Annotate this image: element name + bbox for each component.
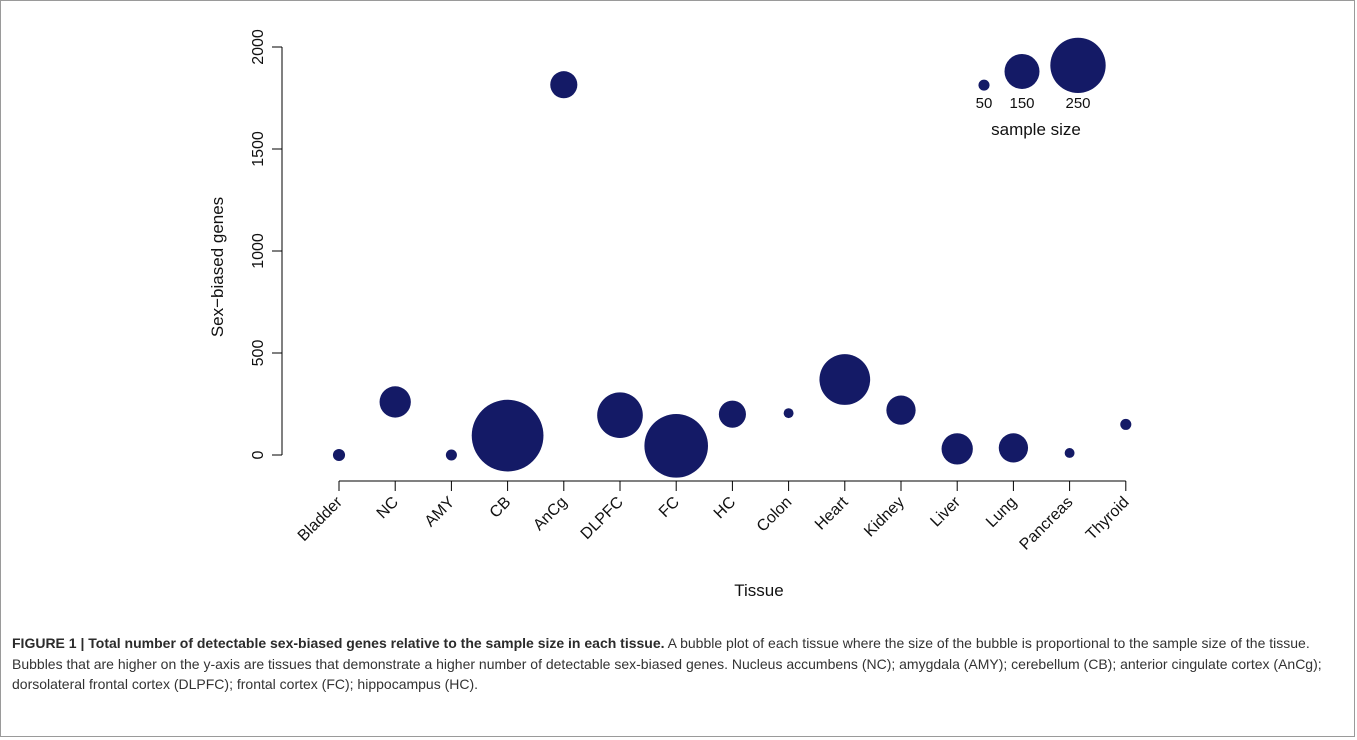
caption-body: A bubble plot of each tissue where the s… [12, 635, 1322, 692]
y-tick-label: 1000 [250, 233, 267, 269]
x-tick-label: FC [656, 494, 683, 521]
legend-size-label: 50 [976, 95, 993, 112]
y-tick-label: 1500 [250, 131, 267, 167]
y-tick-label: 2000 [250, 29, 267, 65]
bubble-colon [783, 408, 794, 419]
bubble-bladder [332, 448, 346, 462]
bubble-lung [998, 433, 1029, 463]
x-tick-label: HC [711, 494, 739, 522]
legend-size-label: 250 [1065, 95, 1090, 112]
figure-caption: FIGURE 1 | Total number of detectable se… [12, 633, 1342, 695]
x-axis-label: Tissue [734, 581, 783, 600]
legend: 50 150 250 sample size [976, 37, 1106, 139]
x-axis: Bladder NC AMY CB AnCg DLPFC FC HC Colon Heart Kid… [295, 480, 1133, 554]
x-tick-label: Bladder [295, 493, 346, 544]
legend-title: sample size [991, 120, 1081, 139]
x-tick-label: Heart [812, 493, 852, 533]
bubble-amy [445, 449, 457, 461]
x-tick-label: Liver [927, 493, 964, 530]
bubble-hc [718, 400, 746, 428]
x-tick-label: Lung [983, 494, 1020, 531]
legend-bubble [1050, 37, 1106, 94]
caption-title: FIGURE 1 | Total number of detectable se… [12, 635, 665, 651]
x-tick-label: AnCg [530, 494, 570, 534]
bubble-series [332, 71, 1132, 478]
bubble-fc [644, 414, 708, 478]
x-tick-label: Thyroid [1083, 494, 1133, 544]
bubble-nc [379, 386, 411, 418]
bubble-cb [471, 399, 544, 472]
x-tick-label: Kidney [861, 494, 908, 541]
legend-size-label: 150 [1009, 95, 1034, 112]
bubble-ancg [550, 71, 578, 99]
x-tick-label: CB [487, 494, 515, 522]
bubble-kidney [886, 395, 916, 425]
x-tick-label: NC [374, 494, 402, 522]
x-tick-label: Pancreas [1017, 494, 1077, 554]
bubble-pancreas [1064, 448, 1075, 458]
bubble-chart: 0 500 1000 1500 2000 Bladder NC AMY CB AnCg DLPFC… [208, 29, 1133, 600]
y-tick-label: 500 [250, 340, 267, 367]
y-axis-label: Sex−biased genes [208, 197, 227, 337]
x-tick-label: AMY [422, 494, 459, 531]
bubble-thyroid [1120, 418, 1132, 430]
bubble-dlpfc [597, 392, 643, 439]
y-axis: 0 500 1000 1500 2000 [250, 29, 283, 459]
bubble-liver [941, 433, 973, 465]
legend-bubble [1004, 53, 1040, 89]
legend-bubble [978, 79, 990, 91]
y-tick-label: 0 [250, 450, 267, 459]
x-tick-label: Colon [754, 494, 796, 536]
bubble-heart [819, 354, 871, 405]
x-tick-label: DLPFC [578, 494, 627, 543]
